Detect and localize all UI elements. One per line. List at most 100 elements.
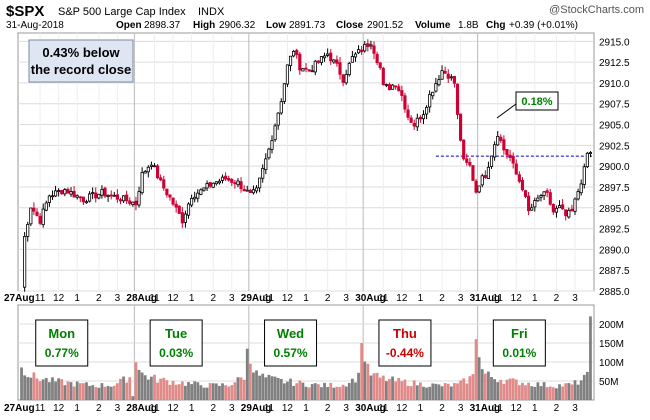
candle [539, 193, 543, 202]
volume-bar [350, 378, 354, 400]
record-note-line-2: the record close [31, 62, 131, 77]
candle [350, 50, 354, 63]
volume-bar [26, 377, 30, 400]
volume-bar [459, 380, 462, 400]
volume-bar [576, 384, 580, 400]
candle [292, 49, 296, 58]
volume-bar [403, 379, 407, 400]
volume-bar [397, 378, 401, 400]
price-tick-label: 2892.5 [599, 225, 630, 236]
candle [66, 187, 70, 194]
volume-bar [125, 382, 129, 400]
volume-bar [168, 384, 172, 400]
volume-bar [564, 383, 568, 400]
volume-bar [97, 387, 101, 400]
candle [288, 55, 293, 72]
volume-bar [456, 383, 459, 400]
candle [517, 171, 521, 184]
price-tick-label: 2887.5 [599, 266, 630, 277]
hour-label: 2 [325, 293, 331, 304]
volume-bar [177, 384, 181, 400]
candle [527, 191, 531, 216]
day-label: 29Aug [241, 293, 272, 304]
candle [264, 153, 268, 175]
candle [313, 59, 317, 76]
candle [159, 174, 163, 182]
candle [230, 177, 234, 187]
hour-label: 2 [439, 403, 445, 414]
volume-value: 1.8B [458, 20, 479, 31]
candle [115, 189, 119, 203]
volume-bar [208, 383, 212, 400]
volume-bar [360, 343, 364, 400]
candle [258, 177, 262, 193]
hour-label: 11 [264, 293, 275, 304]
candle [412, 119, 416, 130]
candle [452, 75, 456, 88]
volume-bar [474, 339, 478, 400]
candle [78, 196, 82, 203]
day-return-name: Tue [165, 326, 187, 341]
candle [505, 148, 509, 159]
volume-bar [143, 375, 147, 400]
record-gap-label: 0.18% [521, 96, 552, 108]
volume-bar [524, 385, 527, 400]
candle [171, 197, 175, 206]
volume-bar [23, 375, 27, 400]
volume-bar [91, 385, 95, 400]
candle [177, 205, 181, 214]
close-label: Close [336, 20, 364, 31]
volume-bar [378, 377, 382, 400]
volume-bar [539, 386, 543, 400]
candle [483, 170, 487, 179]
candle [186, 202, 191, 219]
candle [341, 73, 345, 87]
volume-bar [347, 382, 351, 400]
volume-bar [29, 377, 33, 400]
hour-label: 3 [572, 403, 578, 414]
volume-bar [446, 383, 450, 400]
hour-label: 3 [115, 403, 121, 414]
day-label: 30Aug [355, 293, 386, 304]
candle [224, 172, 228, 182]
candle [81, 196, 85, 206]
candle [381, 66, 385, 86]
candle [455, 83, 460, 120]
price-axis-ticks: 2885.0 2887.5 2890.0 2892.5 2895.0 2897.5 2900… [599, 37, 630, 298]
candle [84, 199, 89, 204]
volume-bar [320, 387, 323, 400]
candle [579, 179, 583, 196]
volume-bar [72, 386, 76, 400]
volume-bar [140, 372, 144, 400]
candle [134, 196, 138, 211]
day-return-box: Thu -0.44% [378, 319, 432, 367]
candle [421, 110, 426, 125]
volume-bar [66, 381, 70, 400]
candle [403, 92, 407, 113]
candle [493, 141, 497, 161]
hour-label: 2 [210, 293, 216, 304]
volume-bar [211, 383, 215, 400]
hour-label: 11 [264, 403, 275, 414]
candle [366, 39, 370, 52]
candle [369, 40, 373, 50]
candle [397, 83, 401, 92]
volume-bar [329, 382, 333, 400]
volume-bar [199, 385, 203, 400]
volume-bar [252, 372, 255, 400]
close-value: 2901.52 [367, 20, 404, 31]
candle [400, 85, 404, 102]
day-return-value: 0.77% [45, 346, 79, 360]
candle [542, 191, 546, 201]
day-return-value: 0.57% [274, 346, 308, 360]
volume-bar [573, 380, 577, 400]
candle [26, 221, 30, 242]
candle [146, 165, 150, 178]
volume-bar [119, 378, 122, 400]
candle [174, 200, 178, 213]
record-note-line-1: 0.43% below [42, 45, 120, 60]
volume-bar [422, 386, 425, 400]
hour-label: 2 [96, 403, 102, 414]
